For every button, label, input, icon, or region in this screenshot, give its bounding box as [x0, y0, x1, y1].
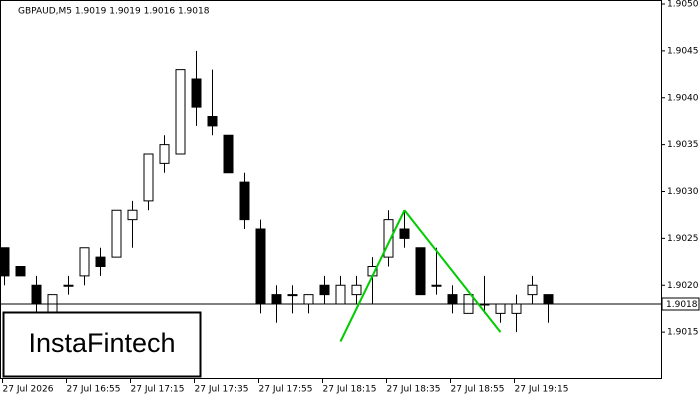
x-tick-label: 27 Jul 16:55: [67, 385, 121, 395]
x-tick-label: 27 Jul 17:15: [131, 385, 185, 395]
bull-candle: [111, 209, 122, 258]
bull-candle: [303, 294, 314, 305]
bear-candle: [191, 78, 202, 108]
logo-box: [2, 311, 202, 378]
x-tick-label: 27 Jul 17:55: [259, 385, 313, 395]
bull-candle: [511, 303, 522, 314]
y-tick-label: 1.9030: [667, 187, 699, 197]
bull-candle: [495, 303, 506, 314]
pattern-line: [403, 209, 502, 333]
bull-candle: [287, 294, 298, 297]
bear-candle: [15, 266, 26, 277]
logo: InstaFintech: [28, 328, 175, 358]
bear-candle: [543, 294, 554, 305]
y-tick-label: 1.9045: [667, 46, 699, 56]
bull-candle: [175, 69, 186, 155]
bear-candle: [415, 247, 426, 296]
bear-candle: [255, 228, 266, 305]
bear-candle: [239, 181, 250, 221]
bear-candle: [271, 294, 282, 305]
chart-title: GBPAUD,M5 1.9019 1.9019 1.9016 1.9018: [18, 7, 210, 17]
bull-candle: [335, 284, 346, 305]
bear-candle: [399, 228, 410, 239]
x-tick-label: 27 Jul 19:15: [515, 385, 569, 395]
bear-candle: [223, 134, 234, 174]
bull-candle: [431, 284, 442, 287]
bull-candle: [79, 247, 90, 277]
bull-candle: [527, 284, 538, 296]
y-tick-label: 1.9020: [667, 281, 699, 291]
bull-candle: [383, 219, 394, 258]
y-tick-label: 1.9025: [667, 234, 699, 244]
last-price-box: [661, 297, 700, 311]
pattern-line: [339, 209, 406, 342]
y-tick-label: 1.9040: [667, 93, 699, 103]
x-tick-label: 27 Jul 2026: [3, 385, 54, 395]
bear-candle: [319, 284, 330, 296]
bull-candle: [351, 284, 362, 296]
x-tick-label: 27 Jul 17:35: [195, 385, 249, 395]
y-tick-label: 1.9035: [667, 140, 699, 150]
y-tick-label: 1.9015: [667, 328, 699, 338]
bear-candle: [31, 284, 42, 305]
bear-candle: [447, 294, 458, 305]
bear-candle: [207, 116, 218, 127]
last-price-label: 1.9018: [666, 300, 698, 310]
bull-candle: [63, 284, 74, 287]
x-tick-label: 27 Jul 18:15: [323, 385, 377, 395]
bull-candle: [159, 144, 170, 164]
x-tick-label: 27 Jul 18:55: [451, 385, 505, 395]
bear-candle: [0, 247, 10, 277]
marks: [0, 50, 554, 333]
x-tick-label: 27 Jul 18:35: [387, 385, 441, 395]
bull-candle: [127, 209, 138, 221]
bull-candle: [143, 153, 154, 202]
bear-candle: [95, 256, 106, 267]
y-tick-label: 1.9050: [667, 0, 699, 10]
